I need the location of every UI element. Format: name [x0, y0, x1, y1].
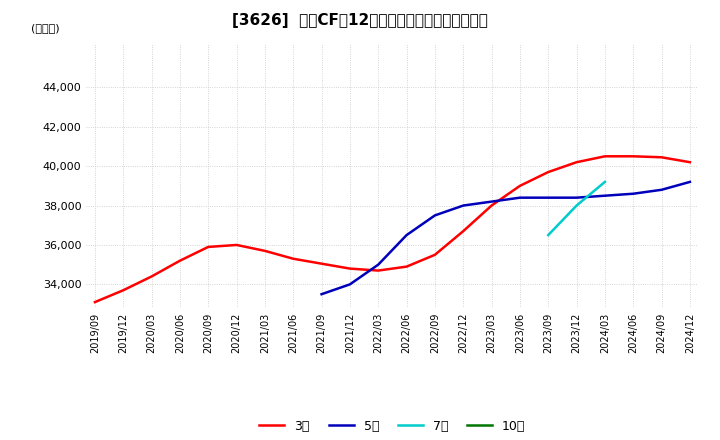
Line: 3年: 3年 — [95, 156, 690, 302]
7年 — [572, 203, 581, 208]
3年 — [346, 266, 354, 271]
Text: (百万円): (百万円) — [31, 23, 60, 33]
5年 — [459, 203, 467, 208]
3年 — [148, 274, 156, 279]
3年 — [318, 261, 326, 266]
3年 — [516, 183, 524, 188]
3年 — [402, 264, 411, 269]
5年 — [402, 232, 411, 238]
3年 — [657, 154, 666, 160]
Text: [3626]  営業CFの12か月移動合計の平均値の推移: [3626] 営業CFの12か月移動合計の平均値の推移 — [232, 13, 488, 28]
3年 — [119, 288, 127, 293]
3年 — [431, 252, 439, 257]
3年 — [91, 300, 99, 305]
5年 — [629, 191, 637, 196]
3年 — [204, 244, 212, 249]
3年 — [685, 160, 694, 165]
5年 — [346, 282, 354, 287]
5年 — [374, 262, 382, 267]
5年 — [487, 199, 496, 204]
3年 — [572, 160, 581, 165]
5年 — [431, 213, 439, 218]
3年 — [261, 248, 269, 253]
3年 — [600, 154, 609, 159]
3年 — [629, 154, 637, 159]
3年 — [374, 268, 382, 273]
3年 — [289, 256, 297, 261]
5年 — [600, 193, 609, 198]
3年 — [459, 228, 467, 234]
Line: 5年: 5年 — [322, 182, 690, 294]
5年 — [544, 195, 552, 200]
3年 — [233, 242, 241, 248]
5年 — [657, 187, 666, 192]
5年 — [572, 195, 581, 200]
Line: 7年: 7年 — [548, 182, 605, 235]
5年 — [685, 179, 694, 184]
5年 — [318, 292, 326, 297]
5年 — [516, 195, 524, 200]
3年 — [487, 203, 496, 208]
7年 — [544, 232, 552, 238]
7年 — [600, 179, 609, 184]
3年 — [176, 258, 184, 264]
Legend: 3年, 5年, 7年, 10年: 3年, 5年, 7年, 10年 — [254, 414, 531, 437]
3年 — [544, 169, 552, 175]
